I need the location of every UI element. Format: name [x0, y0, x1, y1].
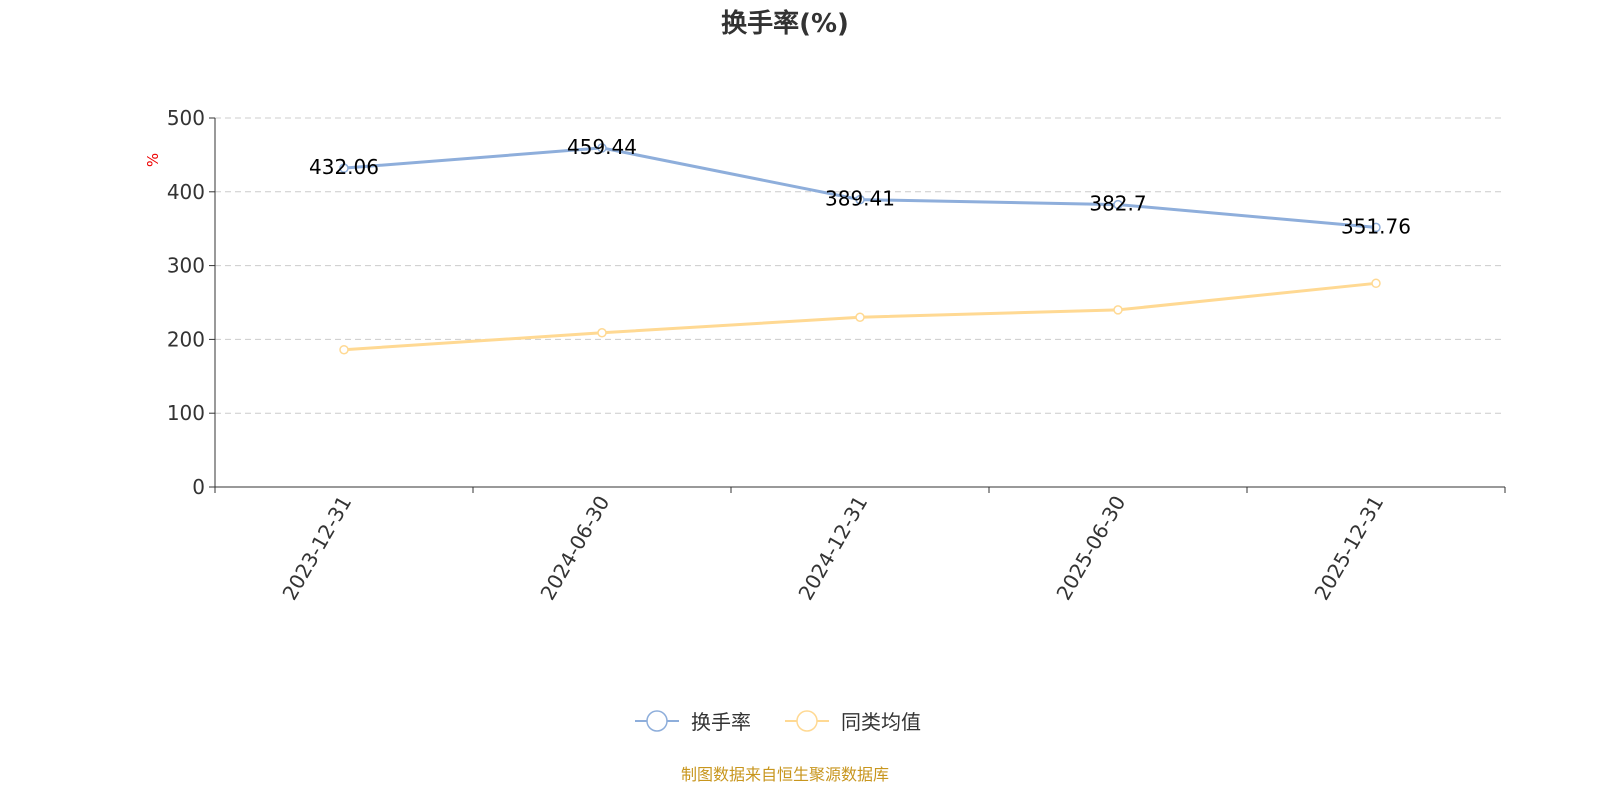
- y-tick-label: 200: [167, 327, 205, 351]
- data-point[interactable]: [597, 143, 607, 153]
- data-label: 382.7: [1089, 192, 1146, 216]
- legend-label: 同类均值: [841, 710, 921, 734]
- x-tick-label: 2024-06-30: [535, 492, 614, 605]
- y-axis-label: %: [144, 153, 162, 167]
- data-point[interactable]: [1113, 199, 1123, 210]
- data-label: 351.76: [1341, 214, 1411, 238]
- data-label: 389.41: [825, 187, 895, 211]
- data-point[interactable]: [1371, 222, 1381, 233]
- y-tick-label: 100: [167, 401, 205, 425]
- data-point[interactable]: [855, 194, 865, 205]
- data-source: 制图数据来自恒生聚源数据库: [681, 765, 889, 784]
- data-point[interactable]: [1371, 278, 1381, 289]
- legend-circle-icon: [796, 710, 818, 732]
- legend-item[interactable]: 同类均值: [785, 710, 921, 734]
- x-tick-label: 2025-06-30: [1051, 492, 1130, 605]
- data-point[interactable]: [339, 163, 349, 173]
- legend-label: 换手率: [691, 710, 751, 734]
- legend-item[interactable]: 换手率: [635, 710, 751, 734]
- x-tick-label: 2024-12-31: [793, 492, 872, 605]
- data-label: 459.44: [567, 135, 637, 159]
- x-tick-label: 2025-12-31: [1309, 492, 1388, 605]
- data-point[interactable]: [339, 344, 349, 355]
- legend-circle-icon: [646, 710, 668, 732]
- data-point[interactable]: [597, 328, 607, 338]
- data-point[interactable]: [855, 312, 865, 323]
- y-tick-label: 400: [167, 180, 205, 204]
- data-label: 432.06: [309, 155, 379, 179]
- y-tick-label: 0: [192, 475, 205, 499]
- y-tick-label: 300: [167, 254, 205, 278]
- y-tick-label: 500: [167, 106, 205, 130]
- chart-title: 换手率(%): [721, 8, 849, 39]
- data-point[interactable]: [1113, 305, 1123, 315]
- x-tick-label: 2023-12-31: [277, 492, 356, 605]
